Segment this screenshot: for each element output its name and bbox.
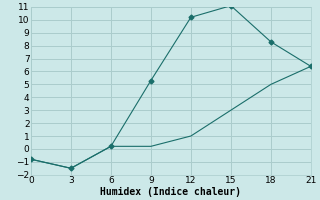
X-axis label: Humidex (Indice chaleur): Humidex (Indice chaleur) [100,186,241,197]
